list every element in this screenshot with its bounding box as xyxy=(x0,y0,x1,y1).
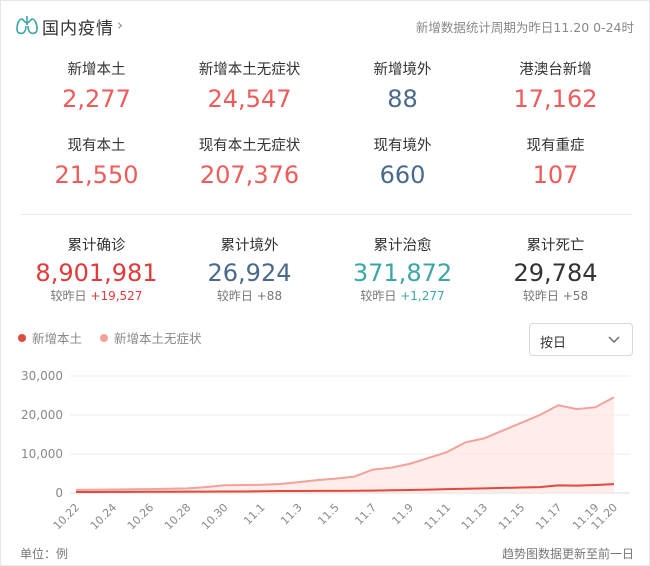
x-tick-label: 11.13 xyxy=(459,501,490,532)
y-tick-label: 10,000 xyxy=(21,447,63,461)
delta-value: +1,277 xyxy=(400,289,445,303)
x-tick-label: 10.26 xyxy=(125,501,156,532)
unit-label: 单位：例 xyxy=(20,547,69,561)
stat-label: 新增境外 xyxy=(373,62,432,78)
stat-value: 660 xyxy=(379,161,426,189)
delta-prefix: 较昨日 xyxy=(360,289,397,303)
stat-label: 现有境外 xyxy=(373,138,432,154)
delta-value: +19,527 xyxy=(90,289,143,303)
legend-item-new-asymptomatic[interactable]: 新增本土无症状 xyxy=(100,328,202,347)
stat-current-local: 现有本土 21,550 xyxy=(20,134,173,189)
stat-total-confirmed: 累计确诊 8,901,981 较昨日 +19,527 xyxy=(20,234,173,304)
delta-prefix: 较昨日 xyxy=(522,289,559,303)
x-tick-label: 11.1 xyxy=(241,501,268,528)
stat-current-severe: 现有重症 107 xyxy=(479,134,632,189)
stat-label: 现有本土无症状 xyxy=(198,138,301,154)
x-tick-label: 10.30 xyxy=(199,501,230,532)
series-line-new-local xyxy=(75,483,615,494)
legend-dot xyxy=(18,333,26,342)
stat-delta: 较昨日 +1,277 xyxy=(326,287,479,304)
update-note: 趋势图数据更新至前一日 xyxy=(501,547,634,561)
legend-label: 新增本土 xyxy=(32,331,83,346)
legend-dot xyxy=(100,333,108,342)
stat-label: 累计治愈 xyxy=(373,238,432,254)
chart-legend: 新增本土 新增本土无症状 xyxy=(18,328,216,347)
stat-new-imported: 新增境外 88 xyxy=(326,58,479,113)
page-title[interactable]: 国内疫情 xyxy=(42,19,114,39)
legend-item-new-local[interactable]: 新增本土 xyxy=(18,328,82,347)
stat-total-deaths: 累计死亡 29,784 较昨日 +58 xyxy=(479,234,632,304)
stat-value: 26,924 xyxy=(207,259,292,287)
stat-value: 8,901,981 xyxy=(35,259,158,287)
x-tick-label: 10.28 xyxy=(162,501,193,532)
chevron-down-icon xyxy=(608,336,620,343)
stat-delta: 较昨日 +58 xyxy=(479,287,632,304)
stat-delta: 较昨日 +88 xyxy=(173,287,326,304)
stat-value: 371,872 xyxy=(352,259,453,287)
delta-prefix: 较昨日 xyxy=(50,289,87,303)
stat-value: 29,784 xyxy=(513,259,598,287)
stat-value: 207,376 xyxy=(199,161,300,189)
stat-label: 累计确诊 xyxy=(67,238,126,254)
stat-value: 107 xyxy=(532,161,579,189)
stat-label: 累计境外 xyxy=(220,238,279,254)
stat-value: 17,162 xyxy=(513,85,598,113)
y-tick-label: 20,000 xyxy=(21,408,63,422)
divider xyxy=(20,214,632,215)
period-note: 新增数据统计周期为昨日11.20 0-24时 xyxy=(415,20,634,35)
chevron-right-icon[interactable]: › xyxy=(117,16,123,34)
delta-prefix: 较昨日 xyxy=(216,289,253,303)
x-tick-label: 10.24 xyxy=(88,501,119,532)
stat-value: 88 xyxy=(387,85,418,113)
select-value: 按日 xyxy=(540,336,567,351)
stat-label: 现有本土 xyxy=(67,138,126,154)
series-line-asymptomatic xyxy=(75,396,615,491)
stat-value: 24,547 xyxy=(207,85,292,113)
header: 国内疫情 › 新增数据统计周期为昨日11.20 0-24时 xyxy=(0,0,650,50)
series-area-asymptomatic xyxy=(76,397,614,493)
y-tick-label: 0 xyxy=(55,486,63,500)
delta-value: +58 xyxy=(562,289,589,303)
stat-value: 2,277 xyxy=(62,85,131,113)
x-tick-label: 11.7 xyxy=(352,501,379,528)
delta-value: +88 xyxy=(256,289,283,303)
x-tick-label: 11.11 xyxy=(422,501,453,532)
stat-current-imported: 现有境外 660 xyxy=(326,134,479,189)
stat-total-recovered: 累计治愈 371,872 较昨日 +1,277 xyxy=(326,234,479,304)
x-tick-label: 11.5 xyxy=(315,501,342,528)
stat-new-local: 新增本土 2,277 xyxy=(20,58,173,113)
stat-label: 累计死亡 xyxy=(526,238,585,254)
y-tick-label: 30,000 xyxy=(21,369,63,383)
x-tick-label: 10.22 xyxy=(51,501,82,532)
stat-value: 21,550 xyxy=(54,161,139,189)
stat-new-local-asymptomatic: 新增本土无症状 24,547 xyxy=(173,58,326,113)
x-tick-label: 11.17 xyxy=(533,501,564,532)
stat-delta: 较昨日 +19,527 xyxy=(20,287,173,304)
x-tick-label: 11.15 xyxy=(496,501,527,532)
lung-icon xyxy=(16,16,38,35)
stat-label: 港澳台新增 xyxy=(519,62,592,78)
stat-label: 现有重症 xyxy=(526,138,585,154)
stat-total-imported: 累计境外 26,924 较昨日 +88 xyxy=(173,234,326,304)
stat-label: 新增本土 xyxy=(67,62,126,78)
x-tick-label: 11.9 xyxy=(390,501,417,528)
x-tick-label: 11.3 xyxy=(278,501,305,528)
stat-label: 新增本土无症状 xyxy=(198,62,301,78)
stat-current-local-asymptomatic: 现有本土无症状 207,376 xyxy=(173,134,326,189)
stat-new-hk-mo-tw: 港澳台新增 17,162 xyxy=(479,58,632,113)
legend-label: 新增本土无症状 xyxy=(114,331,202,346)
granularity-select[interactable]: 按日 xyxy=(529,323,633,356)
